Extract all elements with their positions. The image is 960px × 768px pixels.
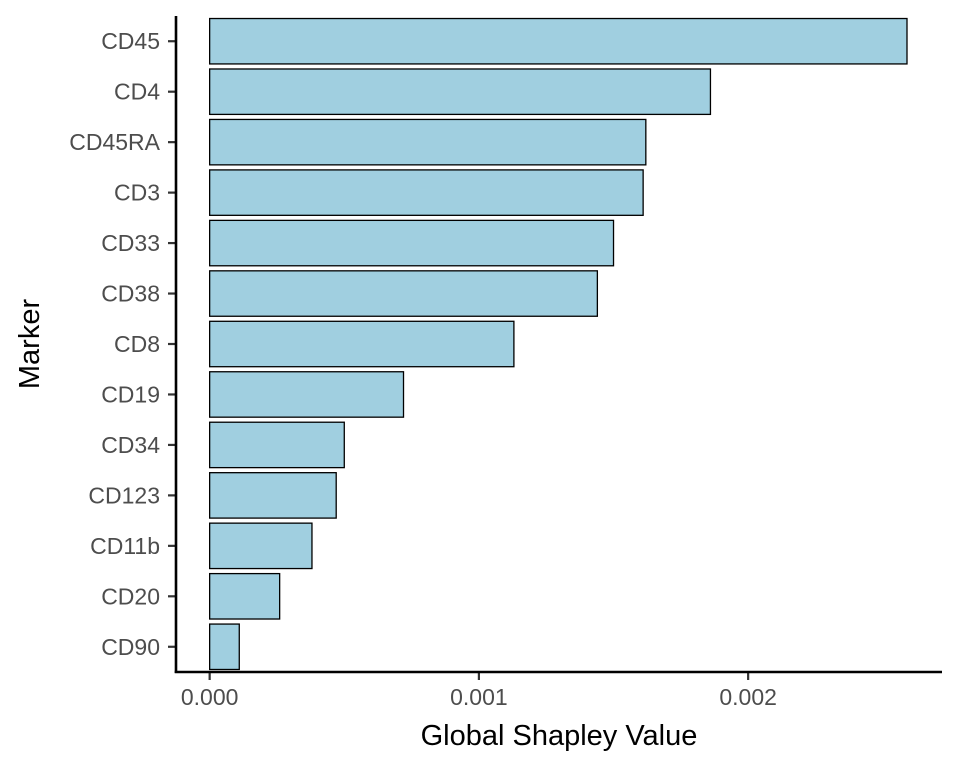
y-tick-label-cd11b: CD11b: [90, 533, 160, 559]
y-tick-label-cd3: CD3: [114, 180, 160, 206]
x-axis-title: Global Shapley Value: [421, 720, 698, 752]
x-tick-label-0.002: 0.002: [719, 684, 777, 710]
y-axis-title: Marker: [14, 299, 46, 390]
y-axis-ticks: CD45 CD4 CD45RA CD3 CD33 CD38 CD8 CD19 CD34 CD123…: [69, 28, 176, 660]
bar-cd19: [209, 371, 405, 418]
y-tick-label-cd19: CD19: [101, 381, 160, 407]
bar-cd34: [209, 421, 345, 469]
bar-cd33: [209, 219, 615, 267]
y-tick-label-cd123: CD123: [88, 482, 160, 508]
y-tick-label-cd45: CD45: [101, 28, 160, 54]
y-tick-label-cd8: CD8: [114, 331, 160, 357]
bars-group: [209, 17, 908, 671]
x-tick-label-0.000: 0.000: [181, 684, 239, 710]
bar-cd4: [209, 68, 712, 116]
x-axis-ticks: 0.000 0.001 0.002: [181, 672, 777, 710]
bar-cd123: [209, 472, 337, 519]
bar-cd3: [209, 169, 644, 216]
y-tick-label-cd34: CD34: [101, 432, 160, 458]
x-tick-label-0.001: 0.001: [450, 684, 508, 710]
y-tick-label-cd38: CD38: [101, 281, 160, 307]
y-tick-label-cd45ra: CD45RA: [69, 129, 160, 155]
y-tick-label-cd90: CD90: [101, 634, 160, 660]
y-tick-label-cd4: CD4: [114, 79, 160, 105]
y-tick-label-cd20: CD20: [101, 583, 160, 609]
bar-cd45ra: [209, 118, 647, 166]
bar-cd11b: [209, 522, 313, 570]
bar-cd90: [209, 623, 240, 671]
bar-cd20: [209, 572, 281, 620]
bar-cd8: [209, 320, 515, 368]
y-tick-label-cd33: CD33: [101, 230, 160, 256]
bar-cd45: [209, 17, 908, 65]
bar-cd38: [209, 270, 599, 317]
